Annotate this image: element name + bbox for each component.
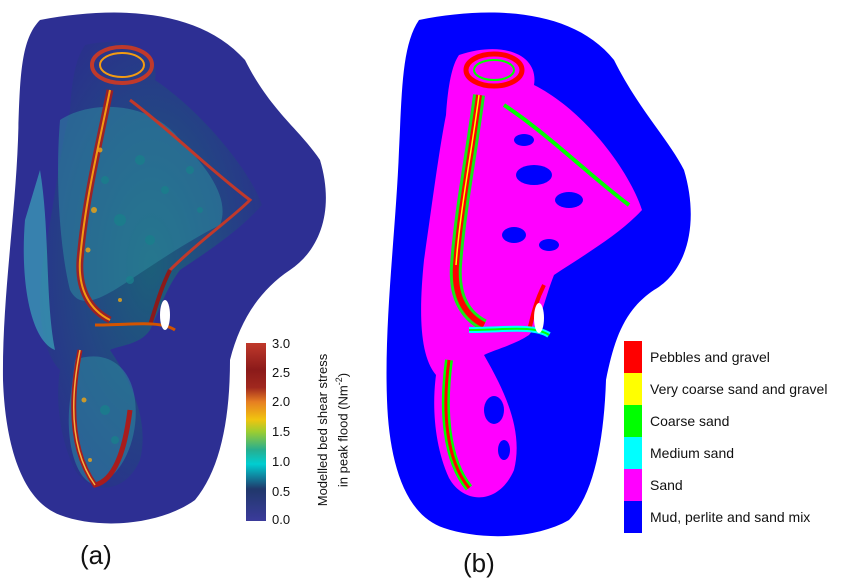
legend-item: Sand — [624, 469, 827, 501]
legend-swatch — [624, 405, 642, 437]
sediment-legend: Pebbles and gravel Very coarse sand and … — [624, 341, 827, 533]
legend-item: Very coarse sand and gravel — [624, 373, 827, 405]
legend-swatch — [624, 373, 642, 405]
panel-label-a: (a) — [80, 540, 112, 570]
legend-item: Coarse sand — [624, 405, 827, 437]
legend-item: Pebbles and gravel — [624, 341, 827, 373]
colorbar-tick: 0.5 — [272, 484, 291, 499]
panel-label-b: (b) — [463, 548, 495, 578]
legend-item: Medium sand — [624, 437, 827, 469]
colorbar-gradient — [246, 343, 266, 521]
legend-swatch — [624, 501, 642, 533]
legend-swatch — [624, 469, 642, 501]
colorbar-tick: 2.0 — [272, 394, 291, 409]
colorbar-tick: 0.0 — [272, 512, 291, 527]
colorbar-tick: 1.5 — [272, 424, 291, 439]
colorbar-title: Modelled bed shear stress in peak flood … — [315, 353, 351, 507]
colorbar-tick: 2.5 — [272, 365, 291, 380]
sand-zone — [421, 49, 642, 498]
legend-label: Medium sand — [650, 445, 735, 461]
sediment-map — [386, 12, 691, 537]
legend-label: Pebbles and gravel — [650, 349, 770, 365]
legend-label: Coarse sand — [650, 413, 730, 429]
legend-item: Mud, perlite and sand mix — [624, 501, 827, 533]
legend-label: Mud, perlite and sand mix — [650, 509, 811, 525]
colorbar-tick: 1.0 — [272, 454, 291, 469]
legend-label: Very coarse sand and gravel — [650, 381, 828, 397]
shear-stress-map — [2, 12, 326, 524]
colorbar-tick: 3.0 — [272, 336, 291, 351]
legend-swatch — [624, 437, 642, 469]
legend-label: Sand — [650, 477, 683, 493]
legend-swatch — [624, 341, 642, 373]
